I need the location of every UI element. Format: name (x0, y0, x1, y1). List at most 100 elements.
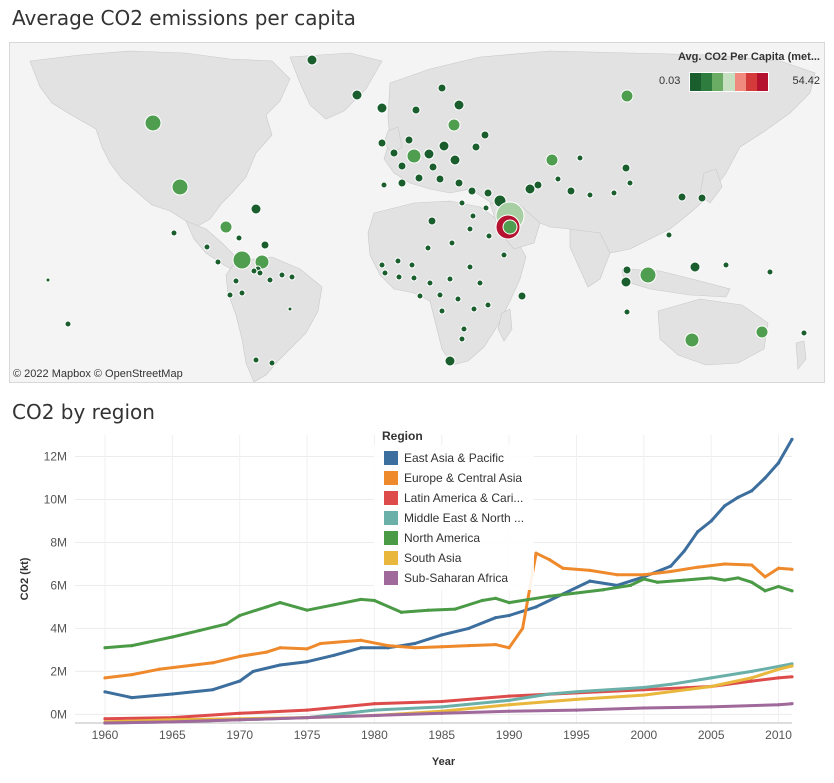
series-point[interactable] (615, 573, 619, 577)
series-point[interactable] (332, 603, 336, 607)
series-point[interactable] (413, 641, 417, 646)
series-point[interactable] (723, 504, 727, 508)
country-dot[interactable] (424, 244, 432, 252)
country-dot[interactable] (466, 225, 474, 233)
country-dot[interactable] (436, 291, 444, 299)
country-dot[interactable] (485, 232, 493, 240)
country-dot[interactable] (250, 267, 258, 275)
series-point[interactable] (709, 576, 713, 580)
series-point[interactable] (790, 567, 794, 571)
series-point[interactable] (251, 669, 255, 674)
country-dot[interactable] (411, 105, 421, 115)
series-point[interactable] (440, 699, 444, 704)
series-point[interactable] (736, 495, 740, 499)
country-dot[interactable] (232, 250, 252, 270)
series-point[interactable] (574, 697, 579, 701)
series-point[interactable] (669, 564, 673, 568)
series-point[interactable] (238, 654, 242, 658)
country-dot[interactable] (219, 220, 233, 234)
country-dot[interactable] (45, 277, 51, 283)
country-dot[interactable] (144, 114, 162, 132)
country-dot[interactable] (408, 261, 416, 269)
country-dot[interactable] (444, 355, 456, 367)
series-point[interactable] (588, 568, 592, 573)
series-point[interactable] (763, 589, 767, 593)
country-dot[interactable] (460, 325, 468, 333)
country-dot[interactable] (483, 188, 493, 198)
country-dot[interactable] (697, 193, 707, 203)
series-point[interactable] (170, 635, 174, 639)
series-point[interactable] (211, 661, 215, 665)
country-dot[interactable] (410, 274, 418, 282)
series-point[interactable] (170, 692, 174, 696)
country-dot[interactable] (545, 153, 559, 167)
series-point[interactable] (588, 579, 592, 583)
series-point[interactable] (224, 622, 228, 626)
country-dot[interactable] (566, 186, 576, 196)
series-point[interactable] (776, 461, 781, 465)
country-dot[interactable] (471, 142, 481, 152)
legend-swatch[interactable] (384, 511, 398, 525)
series-point[interactable] (413, 646, 417, 650)
series-point[interactable] (265, 650, 269, 654)
series-point[interactable] (386, 644, 390, 648)
country-dot[interactable] (469, 212, 477, 220)
series-point[interactable] (561, 566, 565, 570)
country-dot[interactable] (620, 276, 632, 288)
series-point[interactable] (211, 688, 215, 692)
series-point[interactable] (776, 703, 781, 707)
series-point[interactable] (238, 679, 242, 683)
legend-label[interactable]: Europe & Central Asia (404, 471, 522, 485)
country-dot[interactable] (684, 332, 700, 348)
series-point[interactable] (682, 549, 686, 553)
series-point[interactable] (736, 576, 740, 580)
country-dot[interactable] (466, 263, 474, 271)
country-dot[interactable] (438, 307, 446, 315)
country-dot[interactable] (414, 173, 424, 183)
series-point[interactable] (440, 705, 444, 709)
country-dot[interactable] (576, 154, 584, 162)
series-point[interactable] (426, 608, 430, 612)
series-point[interactable] (749, 489, 754, 493)
series-point[interactable] (790, 675, 794, 679)
series-point[interactable] (574, 591, 579, 595)
series-point[interactable] (372, 713, 377, 718)
series-point[interactable] (238, 718, 242, 722)
country-dot[interactable] (449, 154, 461, 166)
co2-map[interactable]: Avg. CO2 Per Capita (met... 0.03 54.42 ©… (9, 42, 825, 383)
series-point[interactable] (642, 693, 646, 697)
series-point[interactable] (184, 664, 188, 668)
country-dot[interactable] (623, 308, 631, 316)
map-attribution[interactable]: © 2022 Mapbox © OpenStreetMap (13, 368, 183, 380)
series-line[interactable] (103, 437, 794, 700)
series-point[interactable] (696, 530, 700, 534)
series-point[interactable] (103, 717, 107, 721)
series-point[interactable] (480, 598, 484, 603)
country-dot[interactable] (306, 54, 318, 66)
series-line[interactable] (103, 551, 794, 680)
series-point[interactable] (507, 703, 511, 707)
country-dot[interactable] (610, 189, 618, 197)
series-point[interactable] (723, 578, 727, 582)
country-dot[interactable] (467, 186, 477, 196)
country-dot[interactable] (500, 251, 508, 259)
series-point[interactable] (776, 676, 781, 680)
country-dot[interactable] (426, 279, 434, 287)
country-dot[interactable] (554, 175, 562, 183)
country-dot[interactable] (226, 291, 234, 299)
country-dot[interactable] (446, 275, 454, 283)
legend-label[interactable]: Latin America & Cari... (404, 491, 523, 505)
series-point[interactable] (359, 597, 363, 602)
country-dot[interactable] (502, 219, 518, 235)
country-dot[interactable] (278, 271, 286, 279)
country-dot[interactable] (622, 265, 632, 275)
legend-swatch[interactable] (384, 551, 398, 565)
legend-label[interactable]: East Asia & Pacific (404, 451, 504, 465)
country-dot[interactable] (448, 239, 456, 247)
series-point[interactable] (103, 721, 107, 725)
country-dot[interactable] (458, 199, 466, 207)
country-dot[interactable] (766, 268, 774, 276)
series-point[interactable] (278, 663, 282, 667)
country-dot[interactable] (458, 335, 466, 343)
country-dot[interactable] (260, 240, 270, 250)
